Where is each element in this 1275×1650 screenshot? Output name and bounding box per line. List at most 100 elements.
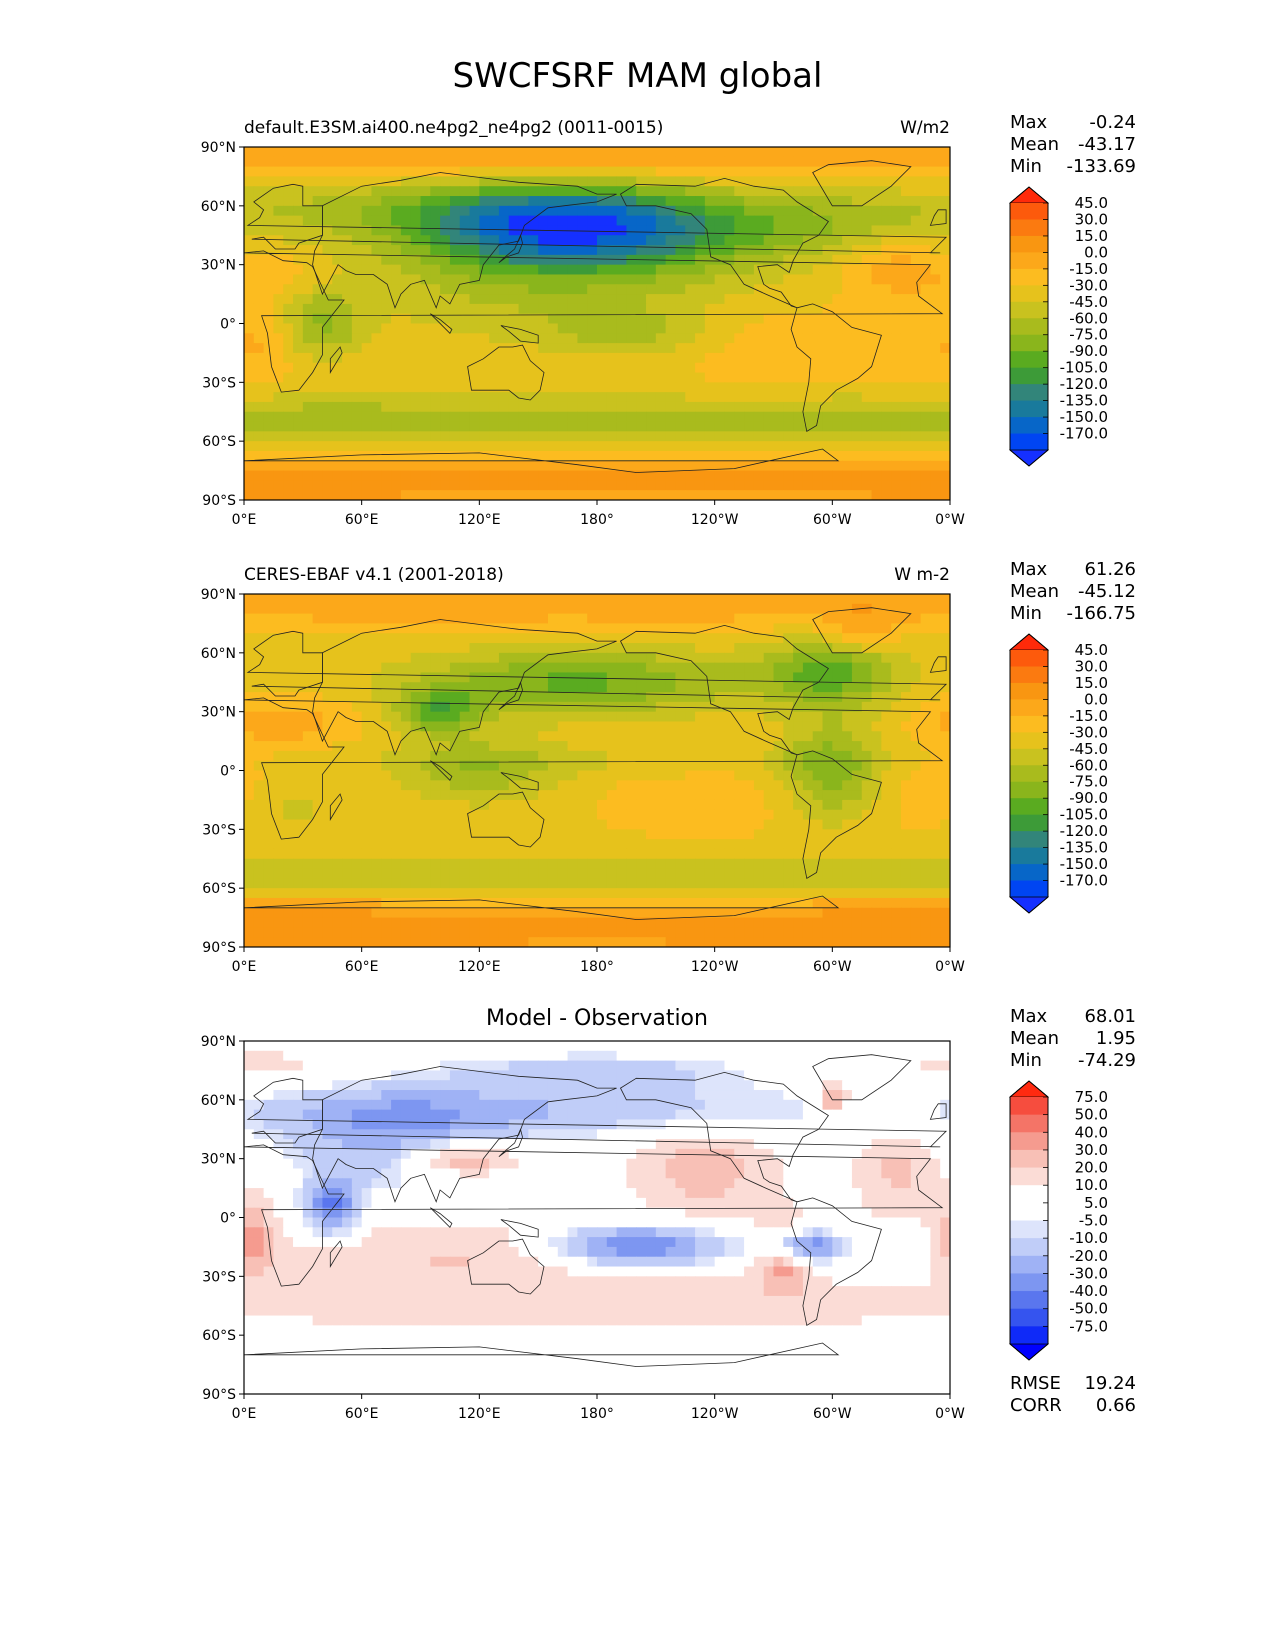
- map-cell: [695, 643, 706, 654]
- map-cell: [528, 352, 539, 364]
- map-cell: [881, 352, 892, 364]
- map-cell: [508, 819, 520, 830]
- map-cell: [920, 274, 931, 285]
- map-cell: [822, 490, 833, 500]
- map-cell: [597, 809, 608, 821]
- map-cell: [655, 848, 667, 860]
- map-cell: [744, 623, 755, 634]
- map-cell: [871, 147, 882, 158]
- map-cell: [322, 633, 333, 644]
- map-cell: [646, 888, 657, 899]
- map-cell: [557, 839, 569, 850]
- map-cell: [410, 662, 422, 674]
- map-cell: [695, 819, 706, 830]
- map-cell: [597, 623, 608, 634]
- map-cell: [410, 809, 422, 821]
- map-cell: [881, 858, 892, 870]
- map-cell: [322, 731, 333, 742]
- map-cell: [714, 460, 726, 472]
- map-cell: [587, 750, 598, 762]
- map-cell: [783, 392, 794, 403]
- map-cell: [547, 382, 559, 393]
- map-cell: [920, 613, 931, 625]
- map-cell: [253, 343, 265, 354]
- map-cell: [479, 819, 490, 830]
- map-cell: [567, 799, 578, 811]
- map-cell: [253, 652, 265, 664]
- map-cell: [881, 176, 892, 187]
- map-cell: [391, 392, 402, 403]
- map-cell: [753, 790, 765, 801]
- map-cell: [744, 294, 755, 305]
- map-cell: [361, 711, 373, 723]
- map-cell: [371, 613, 382, 625]
- map-cell: [469, 790, 480, 801]
- map-cell: [851, 235, 863, 246]
- map-cell: [420, 721, 431, 732]
- map-cell: [342, 274, 353, 285]
- map-cell: [293, 411, 304, 423]
- map-cell: [773, 780, 784, 791]
- map-cell: [695, 411, 706, 423]
- map-cell: [920, 343, 931, 354]
- map-cell: [420, 731, 431, 742]
- map-cell: [400, 392, 412, 403]
- map-cell: [420, 741, 431, 752]
- map-cell: [714, 205, 726, 217]
- map-cell: [577, 421, 588, 432]
- map-cell: [910, 401, 922, 413]
- map-cell: [675, 294, 686, 305]
- map-cell: [910, 245, 922, 256]
- map-cell: [685, 372, 696, 383]
- map-cell: [371, 303, 382, 315]
- figure-title: SWCFSRF MAM global: [452, 56, 823, 96]
- map-cell: [665, 450, 677, 462]
- map-cell: [332, 333, 343, 344]
- map-cell: [822, 819, 833, 830]
- map-cell: [518, 652, 529, 664]
- map-cell: [410, 245, 422, 256]
- map-cell: [734, 205, 745, 217]
- map-cell: [763, 799, 775, 811]
- map-cell: [351, 682, 363, 693]
- map-cell: [812, 750, 824, 762]
- map-cell: [724, 490, 735, 500]
- map-cell: [597, 156, 608, 168]
- map-cell: [351, 839, 363, 850]
- map-cell: [508, 907, 520, 919]
- map-cell: [479, 284, 490, 295]
- map-cell: [371, 701, 382, 713]
- map-cell: [695, 848, 706, 860]
- stat-max: Max 61.26: [1010, 559, 1136, 580]
- map-cell: [420, 460, 431, 472]
- map-cell: [253, 829, 265, 840]
- map-cell: [459, 623, 471, 634]
- map-cell: [665, 848, 677, 860]
- map-cell: [577, 480, 588, 491]
- map-cell: [675, 888, 686, 899]
- map-cell: [371, 460, 382, 472]
- map-cell: [665, 809, 677, 821]
- map-cell: [734, 392, 745, 403]
- map-cell: [783, 682, 794, 693]
- map-cell: [351, 411, 363, 423]
- map-cell: [695, 662, 706, 674]
- map-cell: [842, 731, 853, 742]
- map-cell: [646, 711, 657, 723]
- map-cell: [440, 372, 451, 383]
- map-cell: [871, 480, 882, 491]
- map-cell: [714, 196, 726, 207]
- map-cell: [342, 848, 353, 860]
- map-cell: [724, 176, 735, 187]
- map-cell: [665, 760, 677, 772]
- map-cell: [744, 205, 755, 217]
- map-cell: [636, 166, 647, 178]
- map-cell: [479, 323, 490, 334]
- map-cell: [832, 721, 843, 732]
- map-cell: [920, 790, 931, 801]
- map-cell: [420, 176, 431, 187]
- map-cell: [469, 166, 480, 178]
- map-cell: [371, 401, 382, 413]
- map-cell: [685, 382, 696, 393]
- map-cell: [381, 623, 392, 634]
